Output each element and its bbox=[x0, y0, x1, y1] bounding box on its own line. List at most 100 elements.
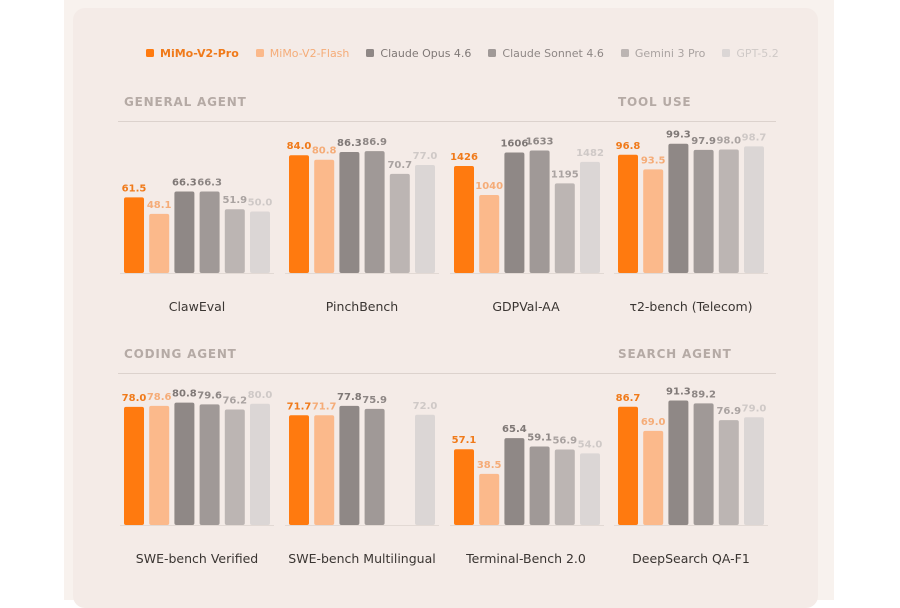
value-label-swe-bench-verified-gemini-3-pro: 76.2 bbox=[222, 396, 247, 407]
bar-terminal-bench-2-0-claude-opus-4-6 bbox=[504, 438, 525, 525]
section-title-coding-agent: CODING AGENT bbox=[124, 347, 237, 361]
bar-deepsearch-qa-f1-claude-sonnet-4-6 bbox=[693, 403, 714, 525]
bar-claweval-claude-opus-4-6 bbox=[174, 191, 195, 273]
legend-swatch bbox=[620, 49, 629, 57]
legend-item-mimo-v2-pro: MiMo-V2-Pro bbox=[146, 47, 239, 60]
value-label-swe-bench-multilingual-claude-sonnet-4-6: 75.9 bbox=[362, 395, 387, 406]
legend: MiMo-V2-Pro MiMo-V2-Flash Claude Opus 4.… bbox=[146, 44, 796, 62]
value-label-pinchbench-claude-sonnet-4-6: 86.9 bbox=[362, 137, 387, 148]
benchmark-label-pinchbench: PinchBench bbox=[325, 299, 399, 314]
value-label-pinchbench-claude-opus-4-6: 86.3 bbox=[337, 138, 362, 149]
benchmark-label-swe-bench-verified: SWE-bench Verified bbox=[135, 551, 259, 566]
bar-gdpval-aa-mimo-v2-pro bbox=[454, 166, 474, 273]
value-label-deepsearch-qa-f1-claude-opus-4-6: 91.3 bbox=[666, 387, 691, 398]
bar-claweval-claude-sonnet-4-6 bbox=[199, 191, 220, 273]
bar-swe-bench-multilingual-claude-opus-4-6 bbox=[339, 405, 360, 525]
value-label-deepsearch-qa-f1-gpt-5-2: 79.0 bbox=[742, 403, 767, 414]
legend-item-gemini: Gemini 3 Pro bbox=[620, 47, 705, 60]
bar-gdpval-aa-claude-opus-4-6 bbox=[504, 152, 525, 273]
section-title-general-agent: GENERAL AGENT bbox=[124, 95, 247, 109]
legend-swatch bbox=[488, 49, 497, 57]
value-label-pinchbench-mimo-v2-flash: 80.8 bbox=[312, 146, 337, 157]
benchmark-label-terminal-bench: Terminal-Bench 2.0 bbox=[466, 551, 586, 566]
legend-label: Claude Opus 4.6 bbox=[380, 46, 472, 60]
bar-pinchbench-claude-opus-4-6 bbox=[339, 152, 360, 273]
value-label-2-bench-telecom-mimo-v2-pro: 96.8 bbox=[616, 141, 641, 152]
value-label-claweval-mimo-v2-flash: 48.1 bbox=[147, 200, 172, 211]
value-label-swe-bench-multilingual-mimo-v2-pro: 71.7 bbox=[287, 401, 312, 412]
bar-deepsearch-qa-f1-mimo-v2-pro bbox=[618, 406, 638, 525]
bar-deepsearch-qa-f1-gemini-3-pro bbox=[718, 420, 739, 525]
bar-terminal-bench-2-0-gemini-3-pro bbox=[554, 449, 575, 525]
section-divider bbox=[118, 373, 776, 374]
value-label-pinchbench-gpt-5-2: 77.0 bbox=[413, 151, 438, 162]
legend-label: MiMo-V2-Pro bbox=[160, 46, 239, 60]
section-title-search-agent: SEARCH AGENT bbox=[618, 347, 732, 361]
value-label-terminal-bench-2-0-claude-opus-4-6: 65.4 bbox=[502, 424, 527, 435]
value-label-gdpval-aa-gemini-3-pro: 1195 bbox=[551, 169, 579, 180]
value-label-terminal-bench-2-0-gpt-5-2: 54.0 bbox=[578, 439, 603, 450]
value-label-swe-bench-multilingual-gpt-5-2: 72.0 bbox=[413, 401, 438, 412]
legend-label: MiMo-V2-Flash bbox=[269, 46, 350, 60]
benchmark-label-claweval: ClawEval bbox=[168, 299, 226, 314]
value-label-swe-bench-multilingual-claude-opus-4-6: 77.8 bbox=[337, 392, 362, 403]
legend-swatch bbox=[366, 49, 375, 57]
bar-deepsearch-qa-f1-claude-opus-4-6 bbox=[668, 400, 689, 525]
bar-gdpval-aa-mimo-v2-flash bbox=[479, 195, 500, 273]
bar-claweval-mimo-v2-pro bbox=[124, 197, 144, 273]
value-label-gdpval-aa-claude-opus-4-6: 1606 bbox=[500, 139, 528, 150]
value-label-claweval-claude-opus-4-6: 66.3 bbox=[172, 177, 197, 188]
value-label-2-bench-telecom-gemini-3-pro: 98.0 bbox=[716, 135, 741, 146]
legend-swatch bbox=[255, 49, 264, 57]
value-label-gdpval-aa-mimo-v2-flash: 1040 bbox=[475, 181, 503, 192]
bar-pinchbench-claude-sonnet-4-6 bbox=[364, 151, 385, 273]
value-label-deepsearch-qa-f1-mimo-v2-pro: 86.7 bbox=[616, 393, 641, 404]
value-label-claweval-gpt-5-2: 50.0 bbox=[248, 198, 273, 209]
bar-gdpval-aa-claude-sonnet-4-6 bbox=[529, 150, 550, 273]
bar-pinchbench-mimo-v2-pro bbox=[289, 155, 309, 273]
bar-gdpval-aa-gpt-5-2 bbox=[580, 161, 600, 273]
legend-item-gpt: GPT-5.2 bbox=[722, 46, 779, 60]
bar-pinchbench-gpt-5-2 bbox=[415, 165, 435, 273]
legend-label: GPT-5.2 bbox=[736, 46, 779, 60]
value-label-terminal-bench-2-0-mimo-v2-pro: 57.1 bbox=[452, 435, 477, 446]
value-label-deepsearch-qa-f1-gemini-3-pro: 76.9 bbox=[716, 406, 741, 417]
value-label-terminal-bench-2-0-mimo-v2-flash: 38.5 bbox=[477, 460, 502, 471]
legend-label: Claude Sonnet 4.6 bbox=[502, 46, 604, 60]
bar-swe-bench-multilingual-mimo-v2-pro bbox=[289, 415, 309, 525]
value-label-swe-bench-verified-claude-sonnet-4-6: 79.6 bbox=[197, 390, 222, 401]
value-label-swe-bench-verified-gpt-5-2: 80.0 bbox=[248, 390, 273, 401]
bar-2-bench-telecom-claude-sonnet-4-6 bbox=[693, 149, 714, 273]
bar-swe-bench-verified-gemini-3-pro bbox=[224, 409, 245, 525]
value-label-gdpval-aa-claude-sonnet-4-6: 1633 bbox=[526, 137, 554, 148]
value-label-swe-bench-verified-claude-opus-4-6: 80.8 bbox=[172, 389, 197, 400]
value-label-gdpval-aa-gpt-5-2: 1482 bbox=[576, 148, 604, 159]
legend-item-claude-sonnet: Claude Sonnet 4.6 bbox=[488, 46, 604, 60]
value-label-terminal-bench-2-0-claude-sonnet-4-6: 59.1 bbox=[527, 433, 552, 444]
value-label-2-bench-telecom-claude-opus-4-6: 99.3 bbox=[666, 130, 691, 141]
legend-item-mimo-v2-flash: MiMo-V2-Flash bbox=[255, 46, 350, 60]
bar-swe-bench-multilingual-gpt-5-2 bbox=[415, 414, 435, 525]
bar-swe-bench-verified-mimo-v2-flash bbox=[149, 405, 170, 525]
value-label-2-bench-telecom-mimo-v2-flash: 93.5 bbox=[641, 155, 666, 166]
bar-swe-bench-multilingual-mimo-v2-flash bbox=[314, 415, 335, 525]
value-label-claweval-claude-sonnet-4-6: 66.3 bbox=[197, 177, 222, 188]
bar-terminal-bench-2-0-claude-sonnet-4-6 bbox=[529, 446, 550, 525]
value-label-2-bench-telecom-gpt-5-2: 98.7 bbox=[742, 132, 767, 143]
section-divider bbox=[118, 121, 776, 122]
bar-claweval-gemini-3-pro bbox=[224, 209, 245, 273]
benchmark-label-deepsearch-qa: DeepSearch QA-F1 bbox=[632, 551, 750, 566]
benchmark-label-gdpval: GDPVal-AA bbox=[492, 299, 560, 314]
bar-2-bench-telecom-mimo-v2-pro bbox=[618, 154, 638, 273]
value-label-swe-bench-verified-mimo-v2-flash: 78.6 bbox=[147, 392, 172, 403]
value-label-swe-bench-verified-mimo-v2-pro: 78.0 bbox=[122, 393, 147, 404]
bar-deepsearch-qa-f1-mimo-v2-flash bbox=[643, 430, 664, 525]
value-label-2-bench-telecom-claude-sonnet-4-6: 97.9 bbox=[691, 136, 716, 147]
value-label-deepsearch-qa-f1-mimo-v2-flash: 69.0 bbox=[641, 417, 666, 428]
value-label-gdpval-aa-mimo-v2-pro: 1426 bbox=[450, 152, 478, 163]
bar-terminal-bench-2-0-mimo-v2-flash bbox=[479, 473, 500, 525]
value-label-claweval-mimo-v2-pro: 61.5 bbox=[122, 183, 147, 194]
benchmark-label-tau2-bench: τ2-bench (Telecom) bbox=[629, 299, 753, 314]
value-label-swe-bench-multilingual-mimo-v2-flash: 71.7 bbox=[312, 401, 337, 412]
